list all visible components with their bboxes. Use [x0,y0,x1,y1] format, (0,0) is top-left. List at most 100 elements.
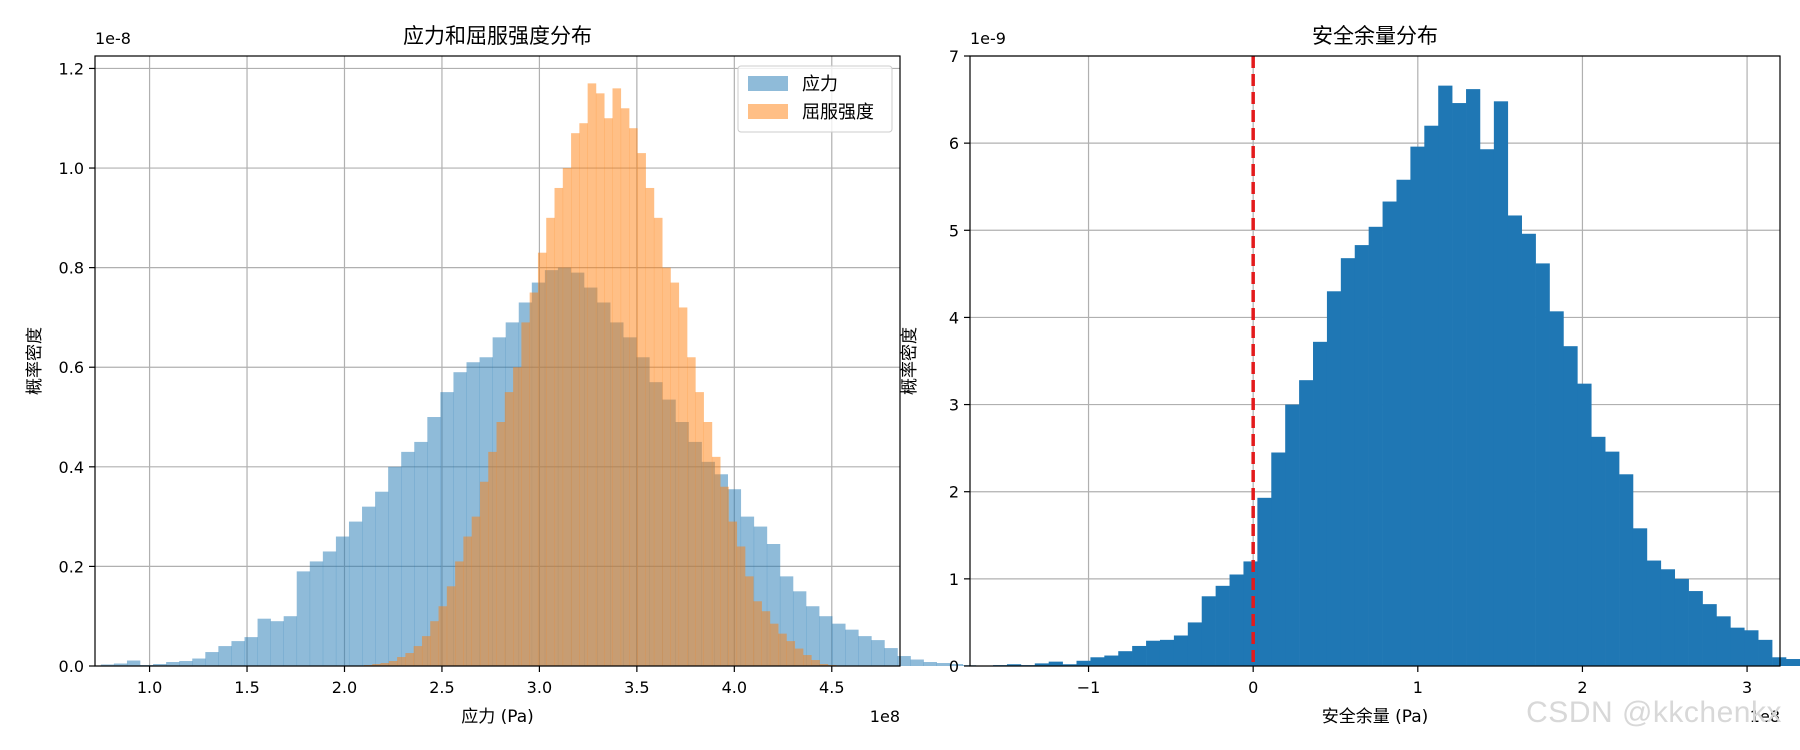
histogram-bar [1466,89,1481,667]
histogram-bar [1730,627,1745,666]
legend-swatch-yield-strength [748,104,788,119]
histogram-bar [1271,452,1286,666]
histogram-bar [231,641,245,666]
histogram-bar [362,506,376,666]
histogram-bar [335,536,350,666]
histogram-bar [761,611,771,666]
legend-swatch-stress [748,76,788,91]
histogram-bar [819,664,829,666]
histogram-bar [1702,604,1717,666]
y-tick-label: 6 [949,134,959,153]
histogram-bar [587,83,597,666]
y-tick-label: 1.2 [59,59,84,78]
y-tick-label: 4 [949,308,959,327]
histogram-bar [1090,657,1105,666]
histogram-bar [1146,640,1161,666]
x-tick-label: 1.5 [234,678,259,697]
histogram-bar [645,187,655,667]
histogram-bar [687,357,696,666]
histogram-bar [1368,226,1383,667]
histogram-bar [670,282,680,666]
histogram-bar [1104,655,1119,666]
x-axis-label: 安全余量 (Pa) [1322,707,1429,727]
y-tick-label: 0.2 [59,557,84,576]
histogram-bar [1591,436,1606,666]
histogram-bar [1173,635,1189,666]
histogram-bar [1535,263,1550,666]
histogram-bar [662,267,671,666]
x-tick-label: 3.0 [527,678,552,697]
histogram-bar [1549,311,1564,666]
histogram-bar [604,118,613,667]
histogram-bar [375,491,389,666]
histogram-bar [1772,657,1787,666]
y-tick-label: 0 [949,657,959,676]
histogram-bar [1118,651,1133,666]
ticks: 1.0 1.5 2.0 2.5 3.0 3.5 4.0 4.5 0.0 0.2 0.4 0.6 0.8 1… [59,59,845,697]
safety-margin-histogram: −1 0 1 2 3 0 1 2 3 4 5 6 7 安全余量分布 安全余量 (Pa) 概率密度 1e8… [900,24,1800,727]
histogram-bar [1646,560,1662,666]
histogram-bar [372,664,381,666]
histogram-bar [521,322,530,666]
histogram-bar [479,481,489,666]
histogram-bar [1688,591,1703,666]
bars [993,85,1800,667]
x-tick-label: 4.0 [722,678,747,697]
histogram-bar [192,658,206,666]
histogram-bar [348,521,363,666]
histogram-bar [421,636,431,666]
histogram-bar [205,652,219,666]
histogram-bar [1229,574,1244,666]
plot-frame [969,55,1781,667]
histogram-bar [695,392,704,666]
histogram-bar [620,108,630,667]
y-tick-label: 2 [949,483,959,502]
histogram-bar [769,623,779,666]
histogram-bar [257,618,271,666]
x-tick-label: 0 [1248,678,1258,697]
histogram-bar [1786,659,1800,666]
histogram-bar [554,187,564,667]
histogram-bar [753,601,762,666]
histogram-bar [728,521,738,666]
histogram-bar [1285,404,1300,666]
stress-strength-histogram: 1.0 1.5 2.0 2.5 3.0 3.5 4.0 4.5 0.0 0.2 0.4 0.6 0.8 1… [25,24,977,727]
histogram-bar [401,451,415,666]
histogram-bar [811,660,820,666]
histogram-bar [1257,497,1272,666]
histogram-bar [388,661,398,666]
legend-label-stress: 应力 [802,74,838,95]
histogram-bar [1716,616,1731,666]
histogram-bar [488,451,497,666]
y-tick-label: 0.0 [59,657,84,676]
x-tick-label: 3 [1742,678,1752,697]
x-axis-label: 应力 (Pa) [461,707,534,727]
legend-label-yield-strength: 屈服强度 [802,102,874,123]
histogram-bar [126,660,141,666]
histogram-bar [405,653,414,666]
histogram-bar [1034,663,1049,666]
histogram-bar [562,168,572,666]
histogram-bar [745,576,754,666]
histogram-bar [1396,179,1411,666]
histogram-bar [413,646,423,666]
histogram-bar [1521,233,1536,666]
histogram-bar [1424,125,1439,666]
histogram-bar [637,153,646,666]
histogram-bar [1438,85,1453,667]
histogram-bar [792,591,807,666]
histogram-bar [546,217,555,666]
histogram-bar [832,623,846,666]
histogram-bar [513,367,522,666]
histogram-bar [283,616,298,666]
y-tick-label: 1.0 [59,159,84,178]
histogram-bar [322,551,337,666]
histogram-bar [296,571,311,666]
y-tick-label: 1 [949,570,959,589]
histogram-bar [270,621,284,666]
histogram-bar [1340,258,1356,666]
histogram-bar [1299,380,1314,666]
histogram-bar [1507,215,1522,666]
histogram-bar [504,392,514,666]
